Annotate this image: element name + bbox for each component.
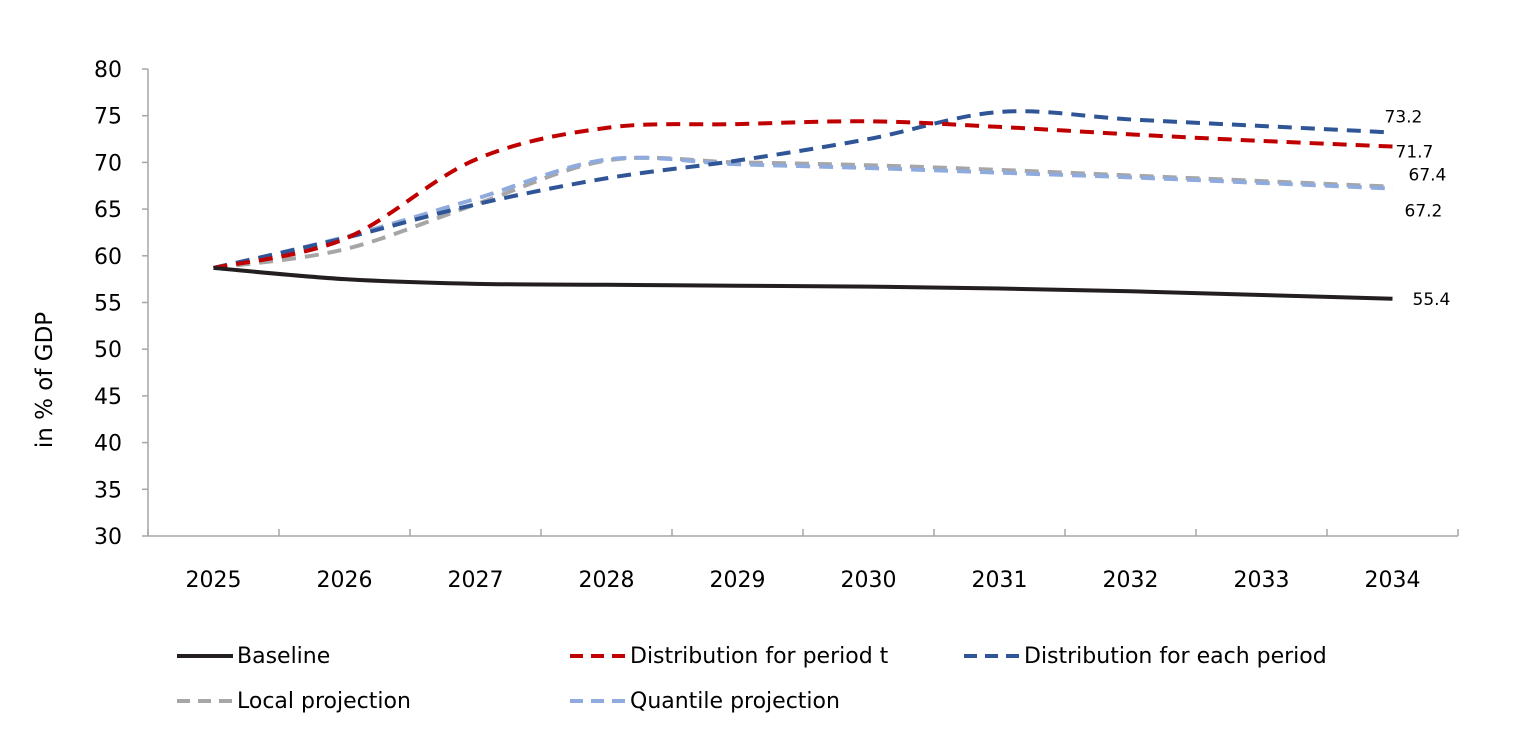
end-value-label: 71.7	[1396, 143, 1434, 163]
x-tick-label: 2029	[710, 568, 766, 593]
series-line-distribution-for-each-period	[213, 109, 1393, 270]
x-tick-label: 2030	[841, 568, 897, 593]
y-tick-label: 65	[94, 198, 122, 223]
legend-label-local-projection: Local projection	[237, 688, 411, 714]
y-tick-label: 45	[94, 385, 122, 410]
y-tick-label: 50	[94, 338, 122, 363]
y-tick-label: 40	[94, 432, 122, 457]
legend-swatch-distribution-period-t	[570, 654, 626, 658]
series-line-distribution-for-period-t	[213, 119, 1393, 270]
legend: Baseline Distribution for period t Distr…	[175, 636, 1475, 726]
y-axis-title: in % of GDP	[32, 312, 58, 448]
x-tick-label: 2027	[448, 568, 504, 593]
y-tick-label: 70	[94, 151, 122, 176]
legend-label-distribution-each-period: Distribution for each period	[1024, 643, 1327, 669]
series-line-baseline	[213, 265, 1393, 301]
y-tick-label: 75	[94, 105, 122, 130]
legend-item-distribution-each-period: Distribution for each period	[962, 636, 1327, 676]
x-tick-label: 2028	[579, 568, 635, 593]
x-tick-label: 2032	[1103, 568, 1159, 593]
end-value-label: 67.2	[1405, 202, 1443, 222]
legend-swatch-distribution-each-period	[964, 654, 1020, 658]
y-tick-label: 55	[94, 292, 122, 317]
legend-item-local-projection: Local projection	[175, 681, 411, 721]
legend-item-baseline: Baseline	[175, 636, 330, 676]
y-tick-label: 60	[94, 245, 122, 270]
legend-swatch-quantile-projection	[570, 699, 626, 703]
end-value-label: 55.4	[1413, 290, 1451, 310]
end-value-label: 73.2	[1385, 108, 1423, 128]
legend-swatch-local-projection	[177, 699, 233, 703]
labels-layer: 55.4 71.7 73.2 67.4 67.2	[1385, 108, 1451, 310]
x-tick-label: 2031	[972, 568, 1028, 593]
x-tick-label: 2026	[317, 568, 373, 593]
legend-label-baseline: Baseline	[237, 643, 331, 669]
x-tick-label: 2034	[1365, 568, 1421, 593]
line-chart: in % of GDP 30 35 40 45 50 55 60 65 70 75 80 2025 20…	[32, 58, 1459, 593]
end-value-label: 67.4	[1409, 166, 1447, 186]
axes: 30 35 40 45 50 55 60 65 70 75 80 2025 2026 2027 2028 20…	[94, 58, 1459, 593]
x-tick-label: 2033	[1234, 568, 1290, 593]
legend-label-quantile-projection: Quantile projection	[630, 688, 840, 714]
series-layer	[213, 109, 1393, 301]
legend-item-distribution-period-t: Distribution for period t	[568, 636, 888, 676]
legend-swatch-baseline	[177, 654, 233, 658]
x-tick-label: 2025	[186, 568, 242, 593]
legend-label-distribution-period-t: Distribution for period t	[630, 643, 889, 669]
legend-item-quantile-projection: Quantile projection	[568, 681, 840, 721]
series-line-quantile-projection	[213, 155, 1393, 270]
y-tick-label: 80	[94, 58, 122, 83]
y-tick-label: 35	[94, 478, 122, 503]
y-tick-label: 30	[94, 525, 122, 550]
